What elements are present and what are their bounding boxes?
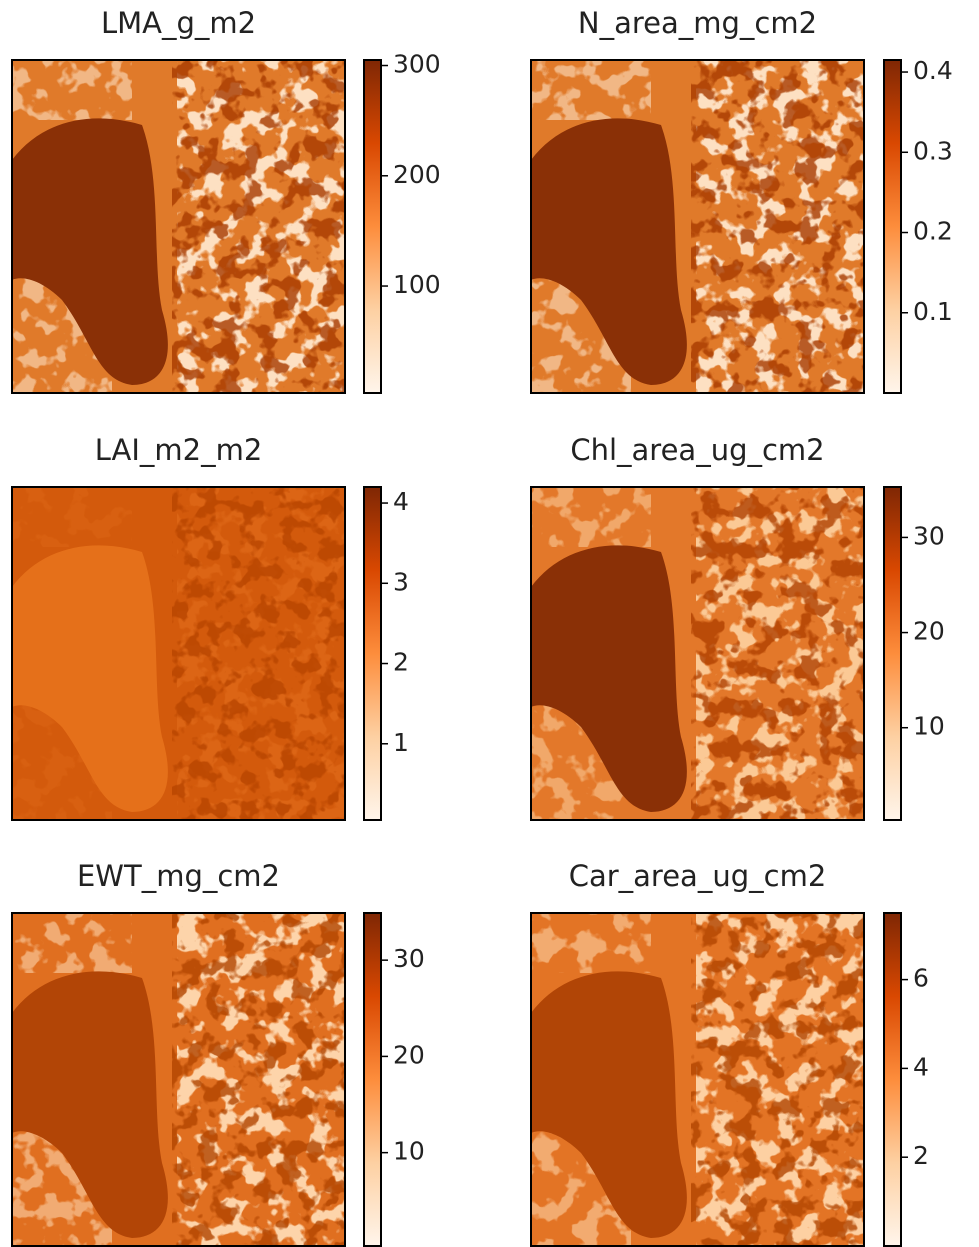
map-image [531,913,864,1246]
panel-title: N_area_mg_cm2 [578,6,817,40]
map-frame [530,912,865,1247]
colorbar [363,912,382,1247]
map-texture-light [12,60,132,120]
map-texture-light [12,487,132,547]
map-image [12,60,345,393]
map-region [12,118,168,385]
map-texture-dark [691,60,864,393]
panel-title: Car_area_ug_cm2 [569,859,827,893]
map-frame [11,486,346,821]
colorbar [883,912,902,1247]
map-image [531,60,864,393]
colorbar-tick-label: 0.1 [913,297,953,326]
map-image [531,487,864,820]
map-frame [530,59,865,394]
panel-title: Chl_area_ug_cm2 [570,433,824,467]
colorbar-tick-label: 0.4 [913,56,953,85]
colorbar-tick-label: 30 [913,521,945,550]
map-region [531,545,687,812]
map-texture-dark [172,913,345,1246]
colorbar-tick-label: 0.3 [913,136,953,165]
colorbar-tick-label: 100 [393,270,441,299]
panel-title: EWT_mg_cm2 [77,859,280,893]
colorbar-tick-label: 6 [913,964,929,993]
map-texture-light [531,487,651,547]
colorbar-tick-label: 300 [393,50,441,79]
colorbar-tick-label: 3 [393,567,409,596]
map-region [531,971,687,1238]
map-texture-dark [691,487,864,820]
map-region [12,545,168,812]
map-texture-dark [172,487,345,820]
colorbar-tick-label: 2 [393,648,409,677]
colorbar-tick-label: 200 [393,160,441,189]
colorbar [363,59,382,394]
map-region [531,118,687,385]
colorbar-tick-label: 10 [913,712,945,741]
colorbar-tick-label: 10 [393,1137,425,1166]
map-frame [11,912,346,1247]
colorbar [363,486,382,821]
colorbar-tick-label: 1 [393,728,409,757]
colorbar-tick-label: 20 [393,1040,425,1069]
map-region [12,971,168,1238]
colorbar-tick-label: 2 [913,1141,929,1170]
map-image [12,913,345,1246]
colorbar-tick-label: 20 [913,617,945,646]
colorbar [883,59,902,394]
map-texture-dark [691,913,864,1246]
panel-title: LAI_m2_m2 [95,433,263,467]
map-texture-light [531,60,651,120]
panel-title: LMA_g_m2 [101,6,256,40]
map-frame [11,59,346,394]
map-texture-light [531,913,651,973]
map-image [12,487,345,820]
colorbar [883,486,902,821]
colorbar-tick-label: 4 [913,1052,929,1081]
colorbar-tick-label: 4 [393,487,409,516]
map-texture-dark [172,60,345,393]
colorbar-tick-label: 0.2 [913,217,953,246]
colorbar-tick-label: 30 [393,944,425,973]
map-frame [530,486,865,821]
map-texture-light [12,913,132,973]
